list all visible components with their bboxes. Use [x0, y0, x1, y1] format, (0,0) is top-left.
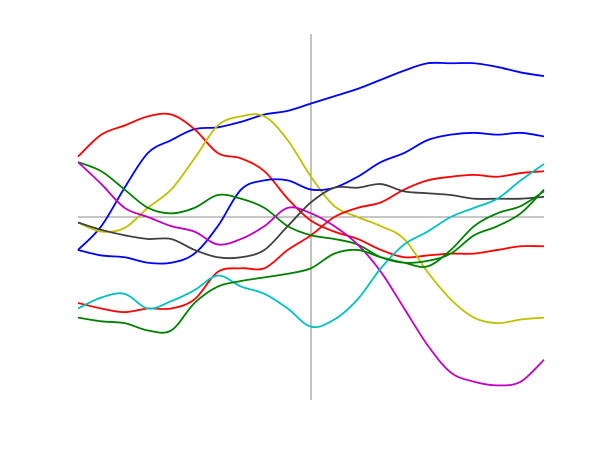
- series-line-9: [77, 163, 545, 329]
- series-group: [77, 61, 545, 387]
- series-line-7: [77, 161, 545, 387]
- series-line-8: [77, 183, 545, 260]
- series-line-6: [77, 161, 545, 264]
- series-line-1: [77, 61, 545, 251]
- series-line-3: [77, 113, 545, 325]
- series-line-10: [77, 190, 545, 334]
- series-line-4: [77, 131, 545, 265]
- axes: [78, 34, 544, 400]
- series-line-2: [77, 112, 545, 259]
